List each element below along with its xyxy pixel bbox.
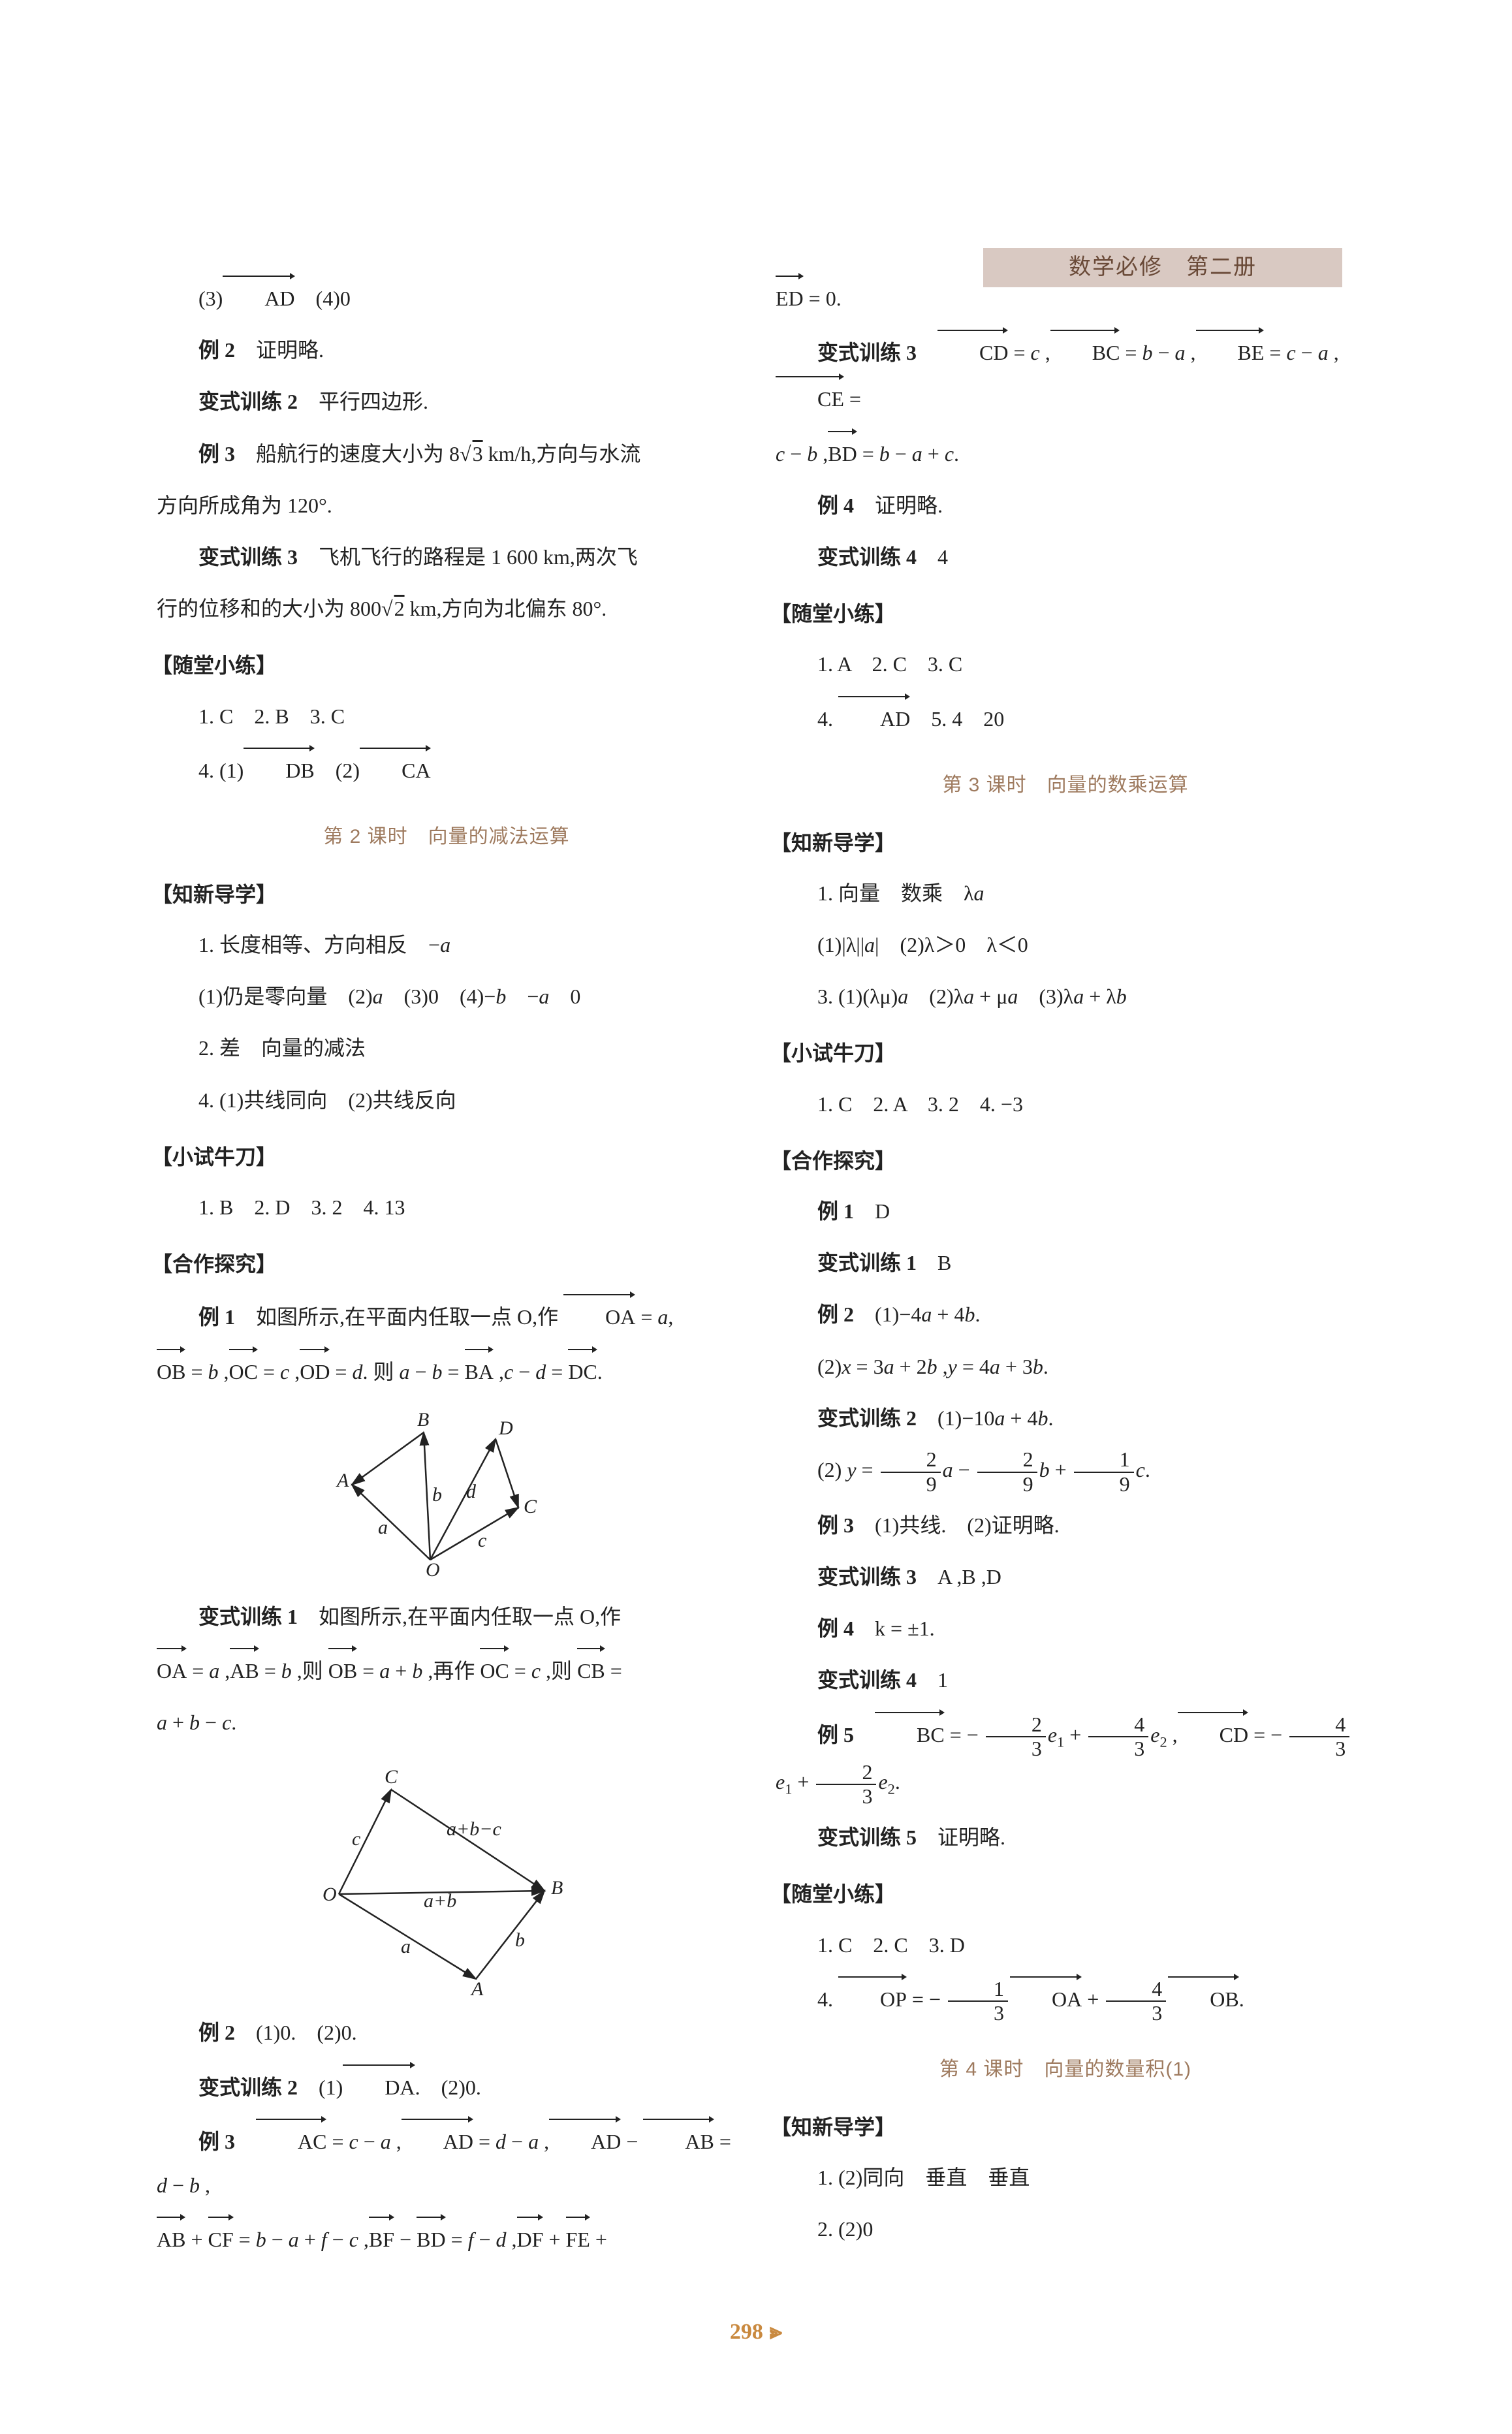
exL3: 例 3 AC = c − a ,AD = d − a ,AD − AB = d … <box>157 2117 736 2207</box>
st1-l2: 4. (1)DB (2)CA <box>157 746 736 793</box>
c3-var5: 变式训练 5 证明略. <box>776 1816 1355 1859</box>
page-header: 数学必修 第二册 <box>983 248 1342 287</box>
ex1-line1: 例 1 如图所示,在平面内任取一点 O,作 OA = a, <box>157 1293 736 1339</box>
line-3-4: (3)AD (4)0 <box>157 274 736 321</box>
c3-ex2b: (2)x = 3a + 2b ,y = 4a + 3b. <box>776 1345 1355 1389</box>
left-column: (3)AD (4)0 例 2 证明略. 变式训练 2 平行四边形. 例 3 船航… <box>157 274 736 2269</box>
zn3-l2: (1)|λ||a| (2)λ＞0 λ＜0 <box>776 923 1355 967</box>
c3-ex4: 例 4 k = ±1. <box>776 1607 1355 1651</box>
vec-DB: DB <box>244 746 314 793</box>
c3-var3: 变式训练 3 A ,B ,D <box>776 1555 1355 1599</box>
var3-line2: 行的位移和的大小为 800√2 km,方向为北偏东 80°. <box>157 587 736 631</box>
svg-text:c: c <box>478 1530 486 1551</box>
content-columns: (3)AD (4)0 例 2 证明略. 变式训练 2 平行四边形. 例 3 船航… <box>157 274 1355 2269</box>
var1-line2: OA = a ,AB = b ,则 OB = a + b ,再作 OC = c … <box>157 1647 736 1693</box>
lesson-2-title: 第 2 课时 向量的减法运算 <box>157 816 736 857</box>
r-sui-l1: 1. A 2. C 3. C <box>776 642 1355 686</box>
ex2: 例 2 证明略. <box>157 328 736 372</box>
c3-var2: 变式训练 2 (1)−10a + 4b. <box>776 1397 1355 1440</box>
var3-line1: 变式训练 3 飞机飞行的路程是 1 600 km,两次飞 <box>157 535 736 579</box>
svg-text:a: a <box>378 1517 388 1538</box>
zn-l1: 1. 长度相等、方向相反 −a <box>157 923 736 967</box>
pagenum-ornament-icon: ⫸ <box>770 2309 782 2355</box>
section-try-3: 【小试牛刀】 <box>770 1032 1355 1075</box>
sui3-l2: 4. OP = − 13OA + 43OB. <box>776 1975 1355 2025</box>
zn3-l1: 1. 向量 数乘 λa <box>776 872 1355 915</box>
r-ex4: 例 4 证明略. <box>776 484 1355 528</box>
var1-line3: a + b − c. <box>157 1701 736 1745</box>
zn-l4: 4. (1)共线同向 (2)共线反向 <box>157 1079 736 1122</box>
svg-text:a+b−c: a+b−c <box>447 1818 501 1840</box>
c3-ex3: 例 3 (1)共线. (2)证明略. <box>776 1504 1355 1547</box>
svg-text:b: b <box>515 1929 525 1951</box>
ex1-line2: OB = b ,OC = c ,OD = d. 则 a − b = BA ,c … <box>157 1348 736 1394</box>
svg-text:A: A <box>470 1978 484 1995</box>
lesson-4-title: 第 4 课时 向量的数量积(1) <box>776 2049 1355 2090</box>
svg-text:C: C <box>385 1766 398 1788</box>
ex3-line2: 方向所成角为 120°. <box>157 484 736 528</box>
st1-l1: 1. C 2. B 3. C <box>157 695 736 738</box>
svg-text:d: d <box>466 1481 477 1502</box>
sui3-l1: 1. C 2. C 3. D <box>776 1923 1355 1967</box>
ex3-line1: 例 3 船航行的速度大小为 8√3 km/h,方向与水流 <box>157 432 736 476</box>
vec-AD: AD <box>223 274 294 321</box>
zn3-l3: 3. (1)(λμ)a (2)λa + μa (3)λa + λb <box>776 975 1355 1019</box>
svg-text:B: B <box>417 1410 429 1430</box>
c3-ex5: 例 5 BC = − 23e1 + 43e2 ,CD = − 43e1 + 23… <box>776 1711 1355 1809</box>
svg-text:a+b: a+b <box>424 1890 456 1912</box>
section-new-4: 【知新导学】 <box>770 2106 1355 2149</box>
section-try-2: 【小试牛刀】 <box>151 1135 736 1179</box>
section-new-2: 【知新导学】 <box>151 873 736 917</box>
section-suitest-1: 【随堂小练】 <box>151 644 736 688</box>
svg-text:D: D <box>498 1417 513 1439</box>
page-number: 298⫸ <box>157 2309 1355 2355</box>
vec-OA: OA <box>563 1293 635 1339</box>
section-new-3: 【知新导学】 <box>770 821 1355 865</box>
var2: 变式训练 2 平行四边形. <box>157 380 736 424</box>
c3-var4: 变式训练 4 1 <box>776 1658 1355 1702</box>
lesson-3-title: 第 3 课时 向量的数乘运算 <box>776 765 1355 806</box>
c3-var2b: (2) y = 29a − 29b + 19c. <box>776 1448 1355 1496</box>
r-sui-l2: 4. AD 5. 4 20 <box>776 695 1355 741</box>
svg-text:O: O <box>426 1559 440 1579</box>
svg-text:O: O <box>323 1884 337 1905</box>
exL3b: AB + CF = b − a + f − c ,BF − BD = f − d… <box>157 2215 736 2262</box>
svg-text:a: a <box>401 1936 411 1957</box>
c3-ex1: 例 1 D <box>776 1190 1355 1233</box>
svg-text:A: A <box>336 1470 349 1491</box>
zn4-l1: 1. (2)同向 垂直 垂直 <box>776 2156 1355 2200</box>
r-var3b: c − b ,BD = b − a + c. <box>776 430 1355 476</box>
try-l1: 1. B 2. D 3. 2 4. 13 <box>157 1186 736 1229</box>
r-var3: 变式训练 3 CD = c ,BC = b − a ,BE = c − a ,C… <box>776 328 1355 421</box>
diagram-1-obcd: O A B C D a b c d <box>323 1410 571 1579</box>
svg-text:c: c <box>352 1828 360 1850</box>
zn4-l2: 2. (2)0 <box>776 2207 1355 2251</box>
svg-text:b: b <box>432 1484 442 1506</box>
r-var4: 变式训练 4 4 <box>776 535 1355 579</box>
section-coop-3: 【合作探究】 <box>770 1139 1355 1183</box>
zn-l2: (1)仍是零向量 (2)a (3)0 (4)−b −a 0 <box>157 975 736 1019</box>
exL2: 例 2 (1)0. (2)0. <box>157 2011 736 2055</box>
vec-CA: CA <box>360 746 430 793</box>
svg-text:B: B <box>551 1877 563 1899</box>
section-coop-2: 【合作探究】 <box>151 1242 736 1286</box>
varL2: 变式训练 2 (1)DA. (2)0. <box>157 2063 736 2110</box>
try3-l1: 1. C 2. A 3. 2 4. −3 <box>776 1083 1355 1126</box>
section-sui-r1: 【随堂小练】 <box>770 592 1355 636</box>
var1-line1: 变式训练 1 如图所示,在平面内任取一点 O,作 <box>157 1595 736 1639</box>
section-sui-r2: 【随堂小练】 <box>770 1873 1355 1916</box>
c3-ex2: 例 2 (1)−4a + 4b. <box>776 1293 1355 1336</box>
diagram-2-oabc: O A B C a b c a+b a+b−c <box>303 1760 590 1995</box>
right-column: ED = 0. 变式训练 3 CD = c ,BC = b − a ,BE = … <box>776 274 1355 2269</box>
zn-l3: 2. 差 向量的减法 <box>157 1026 736 1070</box>
svg-text:C: C <box>524 1496 537 1517</box>
c3-var1: 变式训练 1 B <box>776 1241 1355 1285</box>
